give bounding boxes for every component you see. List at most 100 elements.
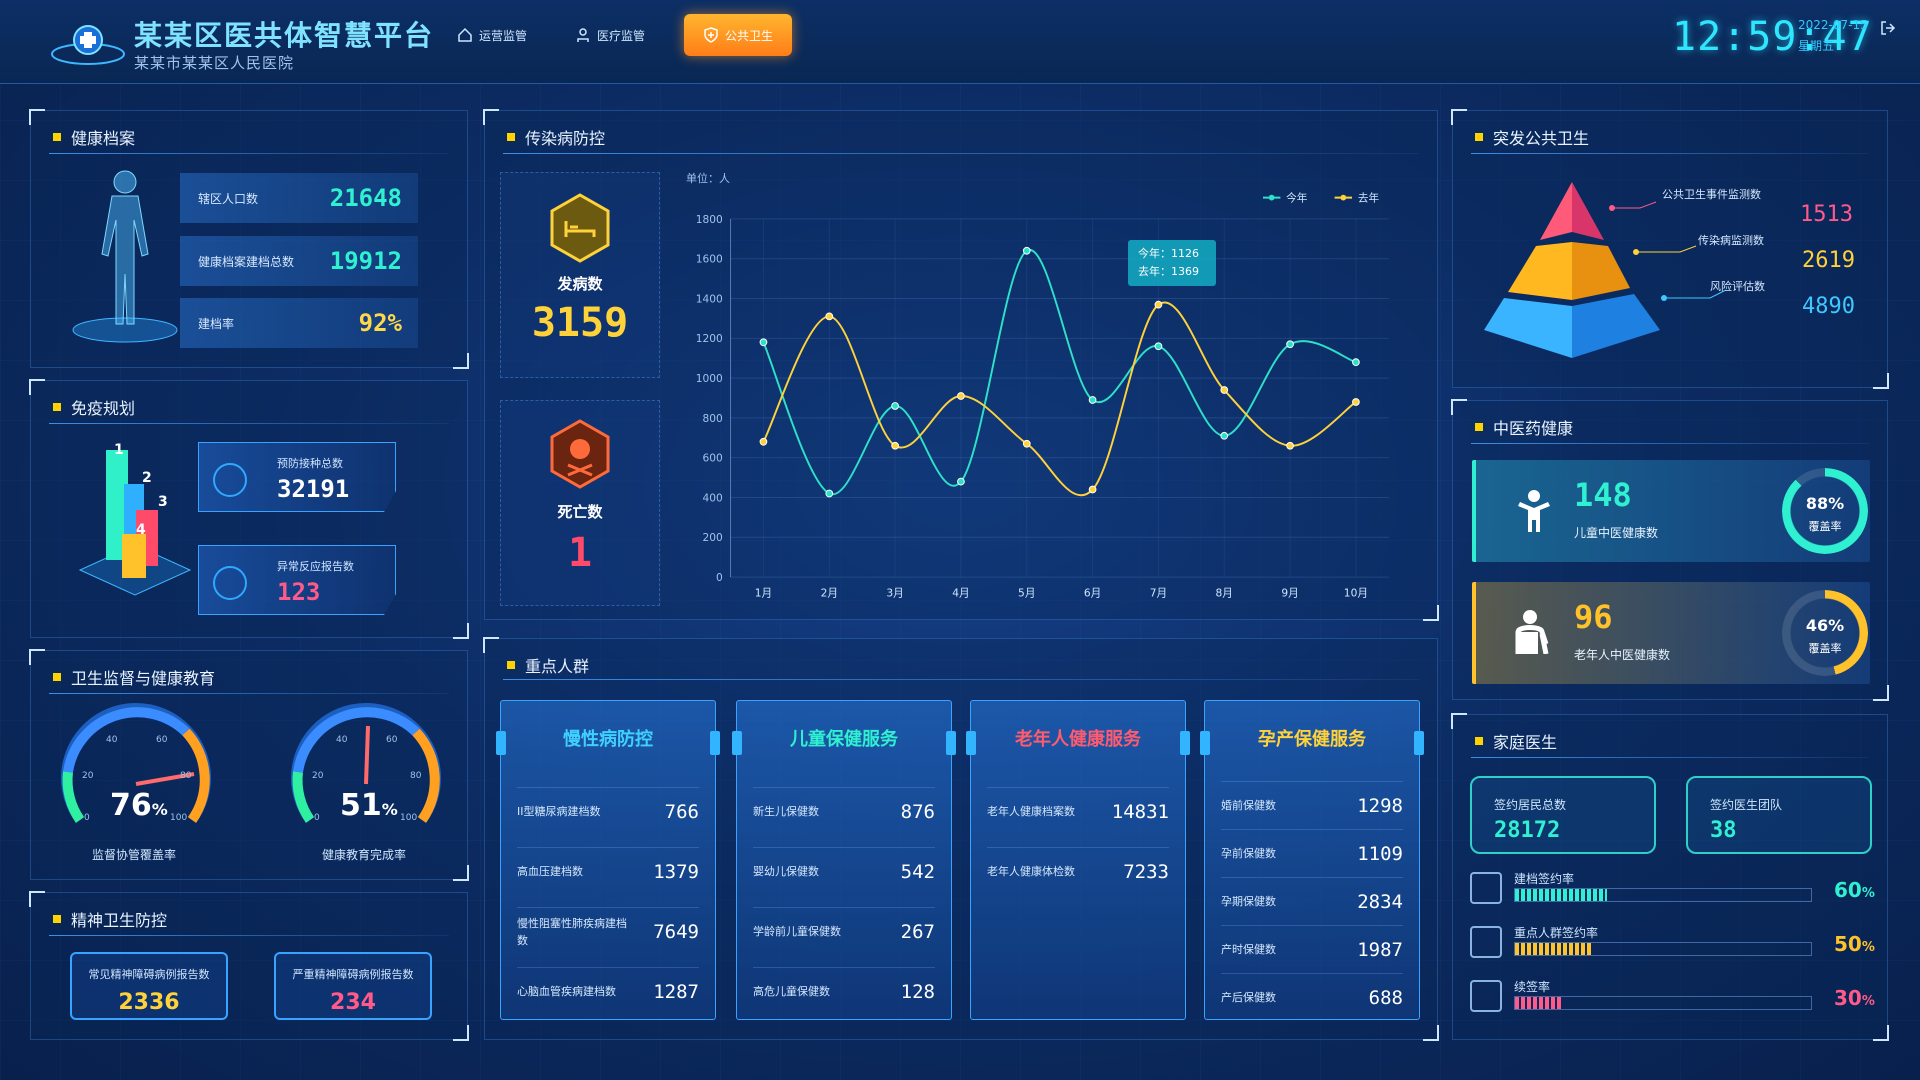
supervision-panel: 卫生监督与健康教育 xyxy=(29,649,469,881)
gauge-label: 监督协管覆盖率 xyxy=(92,848,177,862)
adverse-reaction-card: 异常反应报告数 123 xyxy=(198,545,396,615)
row-label: 学龄前儿童保健数 xyxy=(753,925,841,938)
panel-title-text: 家庭医生 xyxy=(1493,733,1558,752)
exit-icon[interactable] xyxy=(1880,20,1896,36)
row-value: 1109 xyxy=(1357,842,1403,865)
vaccination-total-card: 预防接种总数 32191 xyxy=(198,442,396,512)
row-label: II型糖尿病建档数 xyxy=(517,805,601,818)
coverage-ring xyxy=(1782,468,1868,554)
data-point xyxy=(825,312,834,321)
card-tab xyxy=(732,731,742,755)
mental-health-panel: 精神卫生防控 xyxy=(29,891,469,1041)
x-tick-label: 1月 xyxy=(755,586,772,599)
stat-population: 辖区人口数 21648 xyxy=(180,173,418,223)
progress-fill xyxy=(1515,997,1562,1009)
bar-label: 建档签约率 xyxy=(1514,872,1575,886)
row-value: 7649 xyxy=(653,920,699,943)
row-label: 孕期保健数 xyxy=(1221,895,1276,908)
y-tick-label: 600 xyxy=(703,452,724,465)
legend-dot xyxy=(1268,194,1275,201)
panel-title-text: 重点人群 xyxy=(525,657,590,676)
coverage-ring xyxy=(1782,590,1868,676)
stat-label: 建档率 xyxy=(198,316,235,331)
death-card: 死亡数 1 xyxy=(500,400,660,606)
svg-text:0: 0 xyxy=(314,813,320,823)
row-value: 1987 xyxy=(1357,938,1403,961)
app-title: 某某区医共体智慧平台 xyxy=(134,19,435,52)
card-label: 异常反应报告数 xyxy=(277,560,354,573)
card-value: 234 xyxy=(330,990,376,1015)
nav-public-health[interactable]: 公共卫生 xyxy=(684,14,792,56)
card-label: 预防接种总数 xyxy=(277,457,343,470)
nav-medical[interactable]: 医疗监管 xyxy=(556,14,664,56)
row-value: 1298 xyxy=(1357,794,1403,817)
key-group-row: 高危儿童保健数 128 xyxy=(753,967,935,1015)
x-tick-label: 10月 xyxy=(1344,586,1368,599)
key-group-row: II型糖尿病建档数 766 xyxy=(517,787,699,835)
data-point xyxy=(1352,398,1360,406)
data-point xyxy=(759,338,768,347)
key-group-title: 慢性病防控 xyxy=(563,729,653,750)
panel-title-text: 卫生监督与健康教育 xyxy=(71,669,216,688)
svg-text:20: 20 xyxy=(312,771,324,781)
incidence-value: 3159 xyxy=(531,300,629,346)
gauge-education: 0 20 40 60 80 100 xyxy=(291,703,441,823)
row-value: 14831 xyxy=(1111,800,1169,823)
card-label: 签约居民总数 xyxy=(1494,798,1567,812)
key-group-row: 慢性阻塞性肺疾病建档数 7649 xyxy=(517,907,699,955)
x-tick-label: 9月 xyxy=(1281,586,1298,599)
incidence-label: 发病数 xyxy=(557,275,603,293)
key-group-row: 产后保健数 688 xyxy=(1221,973,1403,1021)
card-tab xyxy=(496,731,506,755)
svg-text:20: 20 xyxy=(82,771,94,781)
rank-label: 4 xyxy=(136,522,146,538)
bar-percent: 60% xyxy=(1834,878,1875,902)
gauge-label: 健康教育完成率 xyxy=(322,848,407,862)
key-group-title: 老年人健康服务 xyxy=(1015,729,1141,750)
row-value: 267 xyxy=(900,920,935,943)
child-icon xyxy=(1518,490,1550,532)
tcm-value: 148 xyxy=(1574,476,1632,514)
panel-title: 健康档案 xyxy=(53,125,135,149)
row-value: 7233 xyxy=(1123,860,1169,883)
death-value: 1 xyxy=(567,530,593,576)
x-tick-label: 2月 xyxy=(821,586,838,599)
tooltip-last-year: 去年：1369 xyxy=(1138,265,1199,278)
row-label: 产后保健数 xyxy=(1221,991,1276,1004)
panel-title: 中医药健康 xyxy=(1475,415,1573,439)
card-label: 严重精神障碍病例报告数 xyxy=(292,968,414,981)
incidence-card: 发病数 3159 xyxy=(500,172,660,378)
panel-title: 传染病防控 xyxy=(507,125,605,149)
bar-label: 重点人群签约率 xyxy=(1514,926,1599,940)
data-point xyxy=(891,441,899,450)
key-group-row: 学龄前儿童保健数 267 xyxy=(753,907,935,955)
x-tick-label: 7月 xyxy=(1150,586,1167,599)
tcm-label: 儿童中医健康数 xyxy=(1574,526,1659,540)
key-group-row: 心脑血管疾病建档数 1287 xyxy=(517,967,699,1015)
card-value: 28172 xyxy=(1494,818,1561,843)
panel-title: 突发公共卫生 xyxy=(1475,125,1589,149)
row-label: 孕前保健数 xyxy=(1221,847,1276,860)
data-point xyxy=(759,437,768,446)
infection-line-chart: 0 200 400 600 800 1000 1200 1400 1600 1800 1月 2月 3月 4… xyxy=(696,191,1389,599)
panel-title-text: 传染病防控 xyxy=(525,129,606,148)
coverage-label: 覆盖率 xyxy=(1808,642,1842,655)
card-tab xyxy=(710,731,720,755)
death-label: 死亡数 xyxy=(557,503,603,521)
data-point xyxy=(1286,340,1294,349)
tcm-value: 96 xyxy=(1574,598,1613,636)
row-value: 766 xyxy=(664,800,699,823)
data-point xyxy=(1220,386,1229,394)
panel-title-text: 精神卫生防控 xyxy=(71,911,168,930)
tooltip-this-year: 今年：1126 xyxy=(1138,247,1199,260)
app-subtitle: 某某市某某区人民医院 xyxy=(134,54,295,72)
stat-label: 辖区人口数 xyxy=(198,191,259,206)
nav-operations[interactable]: 运营监管 xyxy=(438,14,546,56)
tcm-label: 老年人中医健康数 xyxy=(1574,648,1671,662)
key-group-card: 孕产保健服务 婚前保健数 1298 孕前保健数 1109 孕期保健数 2834 产时保健数 19… xyxy=(1200,700,1424,1021)
row-label: 高危儿童保健数 xyxy=(753,985,830,998)
stat-value: 19912 xyxy=(329,247,402,275)
panel-title-text: 健康档案 xyxy=(71,129,136,148)
panel-title-text: 免疫规划 xyxy=(71,399,136,418)
card-tab xyxy=(946,731,956,755)
